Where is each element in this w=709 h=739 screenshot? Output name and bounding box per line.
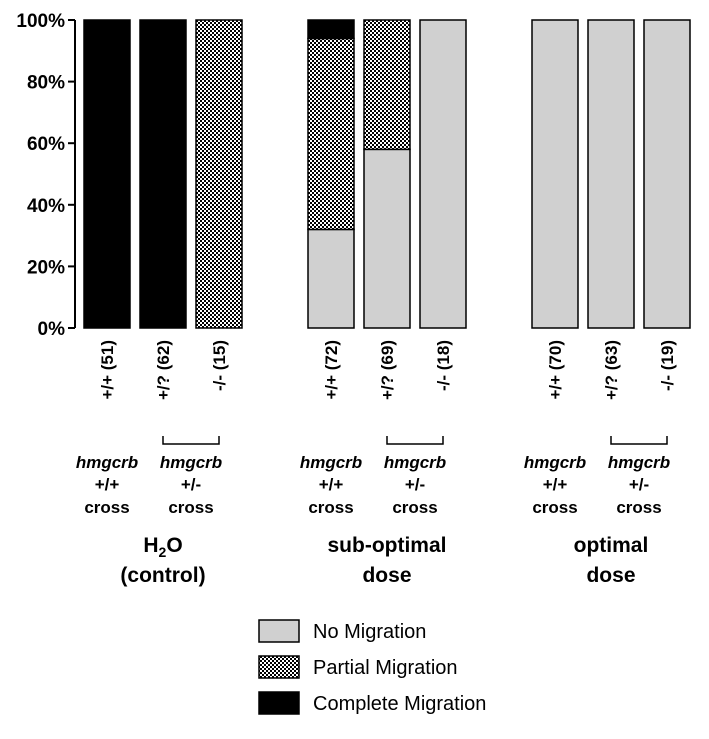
bar-segment [307,37,355,231]
bar-segment [83,19,131,329]
group-label-line2: (control) [120,564,205,587]
cross-gene-label: hmgcrb [300,453,362,472]
cross-gene-label: hmgcrb [524,453,586,472]
cross-word-label: cross [616,498,661,517]
legend-label: Partial Migration [313,657,458,679]
y-tick-label: 40% [27,196,65,217]
group-label-line1: H2O [143,534,182,560]
y-axis: 0% 20% 40% 60% 80% 100% [16,11,76,340]
cross-genotype-label: +/- [405,475,425,494]
cross-gene-label: hmgcrb [160,453,222,472]
cross-word-label: cross [308,498,353,517]
category-label: -/- (15) [210,340,229,391]
bar-segment [307,228,355,329]
cross-genotype-label: +/- [629,475,649,494]
cross-word-label: cross [392,498,437,517]
category-label: +/? (69) [378,340,397,400]
legend-swatch [258,619,300,643]
bar-segment [363,148,411,329]
bar-segment [587,19,635,329]
legend: No Migration Partial Migration Complete Mi… [258,619,486,715]
bar-segment [419,19,467,329]
category-label: +/? (63) [602,340,621,400]
bars [83,19,691,329]
group-label-line1: optimal [574,534,649,557]
cross-genotype-label: +/+ [319,475,344,494]
legend-swatch [258,655,300,679]
category-label: -/- (18) [434,340,453,391]
y-tick-label: 80% [27,73,65,94]
cross-word-label: cross [84,498,129,517]
legend-label: Complete Migration [313,693,486,715]
legend-swatch [258,691,300,715]
cross-genotype-label: +/+ [543,475,568,494]
bar-segment [139,19,187,329]
bar-segment [531,19,579,329]
group-label-line2: dose [362,564,411,587]
cross-genotype-label: +/+ [95,475,120,494]
genotype-bracket [162,436,220,445]
category-label: -/- (19) [658,340,677,391]
cross-word-label: cross [532,498,577,517]
y-tick-label: 0% [38,319,66,340]
group-label-line1: sub-optimal [328,534,447,557]
y-tick-label: 100% [16,11,65,32]
cross-word-label: cross [168,498,213,517]
category-label: +/+ (72) [322,340,341,400]
genotype-bracket [386,436,444,445]
cross-genotype-label: +/- [181,475,201,494]
genotype-bracket [610,436,668,445]
cross-gene-label: hmgcrb [76,453,138,472]
legend-label: No Migration [313,621,426,643]
bar-segment [307,19,355,40]
cross-gene-label: hmgcrb [608,453,670,472]
cross-gene-label: hmgcrb [384,453,446,472]
y-tick-label: 20% [27,257,65,278]
category-label: +/? (62) [154,340,173,400]
bar-segment [363,19,411,151]
y-tick-label: 60% [27,134,65,155]
bar-segment [195,19,243,329]
group-label-line2: dose [586,564,635,587]
bar-segment [643,19,691,329]
category-label: +/+ (51) [98,340,117,400]
category-label: +/+ (70) [546,340,565,400]
category-labels: +/+ (51) +/? (62) -/- (15) +/+ (72) +/? (69)… [76,340,677,587]
